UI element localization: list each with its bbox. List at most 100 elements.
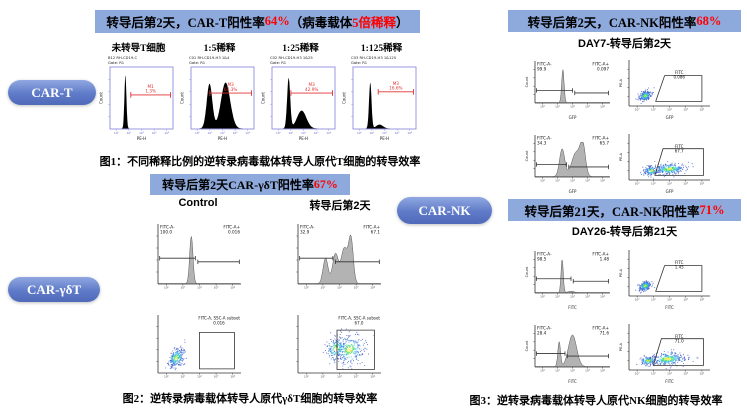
svg-text:10²: 10² [337, 375, 342, 379]
svg-text:FITC-A-: FITC-A- [300, 225, 315, 230]
svg-text:10²: 10² [220, 131, 225, 135]
svg-text:PE-H: PE-H [137, 136, 146, 141]
svg-text:FITC-A+: FITC-A+ [223, 225, 240, 230]
svg-text:10⁴: 10⁴ [600, 295, 606, 299]
svg-text:10⁰: 10⁰ [540, 369, 546, 373]
svg-text:10⁴: 10⁴ [600, 369, 606, 373]
svg-text:FITC-A-: FITC-A- [160, 225, 175, 230]
svg-text:10⁰: 10⁰ [164, 286, 170, 290]
svg-text:10¹: 10¹ [289, 131, 294, 135]
column-header-day2: 转导后第2天 [309, 200, 371, 212]
svg-text:10³: 10³ [585, 105, 590, 109]
svg-text:FITC: FITC [675, 334, 684, 339]
nk-day26-positive-histogram: 10⁰ 10¹ 10² 10³ 10⁴ FITC-A- 28.4 FITC-A+ 71.6 Cou… [524, 313, 616, 385]
svg-text:65.7: 65.7 [600, 140, 610, 145]
day26-subtitle: DAY26-转导后第21天 [571, 226, 678, 238]
svg-text:Count: Count [261, 92, 266, 104]
svg-text:10¹: 10¹ [555, 179, 560, 183]
svg-text:Count: Count [99, 92, 104, 104]
svg-text:Count: Count [342, 92, 347, 104]
svg-text:10²: 10² [139, 131, 144, 135]
svg-text:10²: 10² [382, 131, 387, 135]
svg-text:GFP: GFP [666, 189, 674, 194]
svg-text:FITC-A+: FITC-A+ [592, 252, 609, 257]
svg-text:10⁰: 10⁰ [195, 131, 201, 135]
svg-text:10¹: 10¹ [651, 182, 656, 186]
svg-text:10⁰: 10⁰ [635, 182, 641, 186]
svg-text:FITC-A+: FITC-A+ [592, 326, 609, 331]
svg-text:10²: 10² [570, 295, 575, 299]
svg-text:GFP: GFP [666, 115, 674, 120]
svg-text:10¹: 10¹ [370, 131, 375, 135]
svg-text:1.48: 1.48 [600, 256, 610, 261]
svg-text:FITC-A-: FITC-A- [537, 136, 552, 141]
svg-text:PE-A: PE-A [619, 152, 623, 161]
svg-text:C02 RH-CD19-H3 1&25: C02 RH-CD19-H3 1&25 [270, 56, 313, 60]
svg-text:M3: M3 [309, 82, 316, 87]
svg-text:10⁰: 10⁰ [276, 131, 282, 135]
title-text: 转导后第2天CAR-γδT阳性率 [162, 178, 314, 192]
svg-text:10⁴: 10⁴ [700, 108, 706, 112]
svg-text:34.3: 34.3 [537, 140, 547, 145]
svg-text:PE-H: PE-H [380, 136, 389, 141]
svg-text:FITC-A, SSC-A subset: FITC-A, SSC-A subset [338, 316, 380, 321]
svg-text:B12 RH-CD19-C: B12 RH-CD19-C [108, 56, 137, 60]
svg-text:10¹: 10¹ [321, 375, 326, 379]
svg-text:GFP: GFP [569, 189, 577, 194]
svg-text:10²: 10² [667, 298, 672, 302]
column-label-untransduced: 未转导T细胞 [111, 44, 166, 54]
svg-text:10³: 10³ [683, 298, 688, 302]
flow-histogram-1-5-dilution: C01 RH-CD19-H3 1&4 Gate: R1 10⁰ 10¹ 10² 10³ 10… [180, 54, 259, 150]
svg-text:FITC: FITC [665, 305, 674, 310]
svg-text:1.45: 1.45 [675, 265, 684, 270]
svg-text:10⁴: 10⁴ [700, 182, 706, 186]
svg-text:M3: M3 [393, 81, 400, 86]
svg-text:10⁰: 10⁰ [635, 372, 641, 376]
svg-text:FITC: FITC [675, 70, 684, 75]
svg-text:FITC-A, SSC-A subset: FITC-A, SSC-A subset [198, 316, 240, 321]
svg-text:10²: 10² [301, 131, 306, 135]
svg-text:0.016: 0.016 [228, 229, 240, 234]
svg-text:10¹: 10¹ [321, 286, 326, 290]
svg-text:10⁴: 10⁴ [700, 298, 706, 302]
svg-text:FITC-A+: FITC-A+ [363, 225, 380, 230]
column-label-1-125: 1:125稀释 [360, 44, 403, 54]
svg-text:10⁴: 10⁴ [326, 131, 332, 135]
svg-text:10⁴: 10⁴ [600, 179, 606, 183]
nk-day7-negative-histogram: 10⁰ 10¹ 10² 10³ 10⁴ FITC-A- 99.9 FITC-A+ 0.097 Co… [524, 49, 616, 121]
column-label-1-5: 1:5稀释 [203, 44, 236, 54]
car-gdt-pill-label: CAR-γδT [8, 277, 100, 302]
svg-text:42.9%: 42.9% [305, 87, 318, 92]
gdt-control-histogram: 10⁰ 10¹ 10² 10³ 10⁴ FITC-A- 100.0 FITC-A+ 0.016 [147, 212, 247, 302]
svg-text:10¹: 10¹ [208, 131, 213, 135]
svg-text:10²: 10² [570, 105, 575, 109]
svg-text:PE-A: PE-A [619, 342, 623, 351]
svg-text:10¹: 10¹ [555, 369, 560, 373]
flow-histogram-untransduced-t: B12 RH-CD19-C Gate: R1 10⁰ 10¹ 10² 10³ 10⁴ M1 1.… [99, 54, 178, 150]
title-highlight: 64% [264, 14, 290, 28]
title-highlight: 5倍稀释 [352, 16, 397, 30]
gdt-day2-scatter: 10⁰ 10¹ 10² 10³ 10⁴ FITC-A, SSC-A subset 67.0 [287, 304, 387, 388]
svg-text:67.7: 67.7 [675, 149, 684, 154]
title-highlight: 68% [696, 13, 722, 28]
svg-text:28.4: 28.4 [537, 330, 547, 335]
car-t-title-bar: 转导后第2天，CAR-T阳性率 64% （病毒载体 5倍稀释） [95, 10, 420, 33]
svg-text:10⁰: 10⁰ [304, 286, 310, 290]
nk-day7-positive-scatter: 10⁰ 10¹ 10² 10³ 10⁴ FITC 67.7 PE-A GFP [618, 123, 716, 195]
svg-text:10²: 10² [570, 369, 575, 373]
day7-subtitle: DAY7-转导后第2天 [577, 38, 672, 50]
svg-text:Count: Count [180, 92, 185, 104]
svg-text:10³: 10³ [585, 179, 590, 183]
svg-text:10³: 10³ [683, 372, 688, 376]
svg-text:10⁴: 10⁴ [407, 131, 413, 135]
svg-text:PE-A: PE-A [619, 78, 623, 87]
svg-text:10⁴: 10⁴ [164, 131, 170, 135]
svg-text:67.0: 67.0 [355, 320, 364, 325]
svg-text:10²: 10² [667, 372, 672, 376]
nk-day7-positive-histogram: 10⁰ 10¹ 10² 10³ 10⁴ FITC-A- 34.3 FITC-A+ 65.7 Cou… [524, 123, 616, 195]
car-nk-day2-title-bar: 转导后第2天，CAR-NK阳性率 68% [508, 10, 741, 32]
svg-text:Gate: R1: Gate: R1 [108, 61, 124, 65]
car-t-pill-label: CAR-T [8, 80, 96, 105]
svg-text:64.3%: 64.3% [224, 87, 237, 92]
